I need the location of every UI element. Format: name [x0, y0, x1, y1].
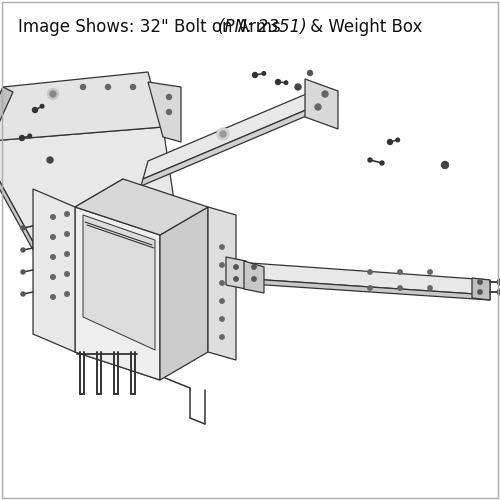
Circle shape: [315, 104, 321, 110]
Polygon shape: [236, 262, 490, 295]
Circle shape: [396, 138, 400, 141]
Polygon shape: [148, 82, 181, 142]
Circle shape: [234, 277, 238, 281]
Circle shape: [220, 281, 224, 285]
Circle shape: [80, 84, 86, 89]
Circle shape: [478, 290, 482, 294]
Circle shape: [252, 277, 256, 281]
Circle shape: [497, 279, 500, 285]
Circle shape: [106, 84, 110, 89]
Circle shape: [50, 254, 56, 260]
Circle shape: [220, 317, 224, 321]
Circle shape: [130, 84, 136, 89]
Circle shape: [428, 286, 432, 290]
Text: (PN: 2351): (PN: 2351): [218, 18, 307, 36]
Circle shape: [50, 234, 56, 240]
Circle shape: [21, 270, 25, 274]
Text: & Weight Box: & Weight Box: [305, 18, 422, 36]
Circle shape: [217, 128, 229, 140]
Polygon shape: [75, 179, 123, 352]
Circle shape: [40, 104, 44, 108]
Polygon shape: [472, 278, 490, 300]
Circle shape: [20, 136, 24, 140]
Circle shape: [220, 299, 224, 303]
Circle shape: [220, 131, 226, 137]
Circle shape: [388, 140, 392, 144]
Circle shape: [398, 270, 402, 274]
Polygon shape: [305, 79, 338, 129]
Circle shape: [478, 280, 482, 284]
Text: Image Shows: 32" Bolt on Arms: Image Shows: 32" Bolt on Arms: [18, 18, 286, 36]
Polygon shape: [75, 179, 208, 235]
Circle shape: [308, 70, 312, 76]
Circle shape: [21, 292, 25, 296]
Circle shape: [220, 245, 224, 249]
Polygon shape: [0, 127, 178, 242]
Circle shape: [28, 134, 32, 138]
Polygon shape: [0, 142, 33, 250]
Polygon shape: [0, 72, 163, 142]
Circle shape: [50, 214, 56, 220]
Circle shape: [442, 162, 448, 168]
Polygon shape: [33, 189, 75, 352]
Polygon shape: [244, 261, 264, 293]
Circle shape: [284, 81, 288, 84]
Polygon shape: [0, 87, 13, 147]
Polygon shape: [75, 207, 160, 380]
Circle shape: [428, 270, 432, 274]
Polygon shape: [83, 215, 155, 350]
Polygon shape: [141, 107, 313, 186]
Circle shape: [497, 289, 500, 295]
Circle shape: [252, 72, 258, 78]
Circle shape: [276, 80, 280, 84]
Circle shape: [21, 226, 25, 230]
Polygon shape: [75, 207, 160, 380]
Circle shape: [368, 270, 372, 274]
Polygon shape: [226, 257, 246, 289]
Circle shape: [220, 263, 224, 267]
Circle shape: [50, 294, 56, 300]
Circle shape: [50, 274, 56, 280]
Circle shape: [166, 94, 172, 100]
Circle shape: [368, 286, 372, 290]
Circle shape: [48, 88, 58, 100]
Polygon shape: [160, 207, 208, 380]
Circle shape: [398, 286, 402, 290]
Circle shape: [64, 272, 70, 276]
Polygon shape: [236, 278, 490, 300]
Circle shape: [295, 84, 301, 90]
Circle shape: [64, 252, 70, 256]
Circle shape: [166, 110, 172, 114]
Circle shape: [220, 335, 224, 339]
Circle shape: [21, 248, 25, 252]
Circle shape: [252, 265, 256, 269]
Polygon shape: [208, 207, 236, 360]
Circle shape: [368, 158, 372, 162]
Circle shape: [234, 265, 238, 269]
Circle shape: [32, 108, 38, 112]
Circle shape: [64, 292, 70, 296]
Circle shape: [64, 232, 70, 236]
Circle shape: [50, 91, 56, 97]
Circle shape: [47, 157, 53, 163]
Circle shape: [322, 91, 328, 97]
Circle shape: [64, 212, 70, 216]
Polygon shape: [143, 89, 318, 179]
Circle shape: [262, 72, 266, 75]
Circle shape: [380, 161, 384, 165]
